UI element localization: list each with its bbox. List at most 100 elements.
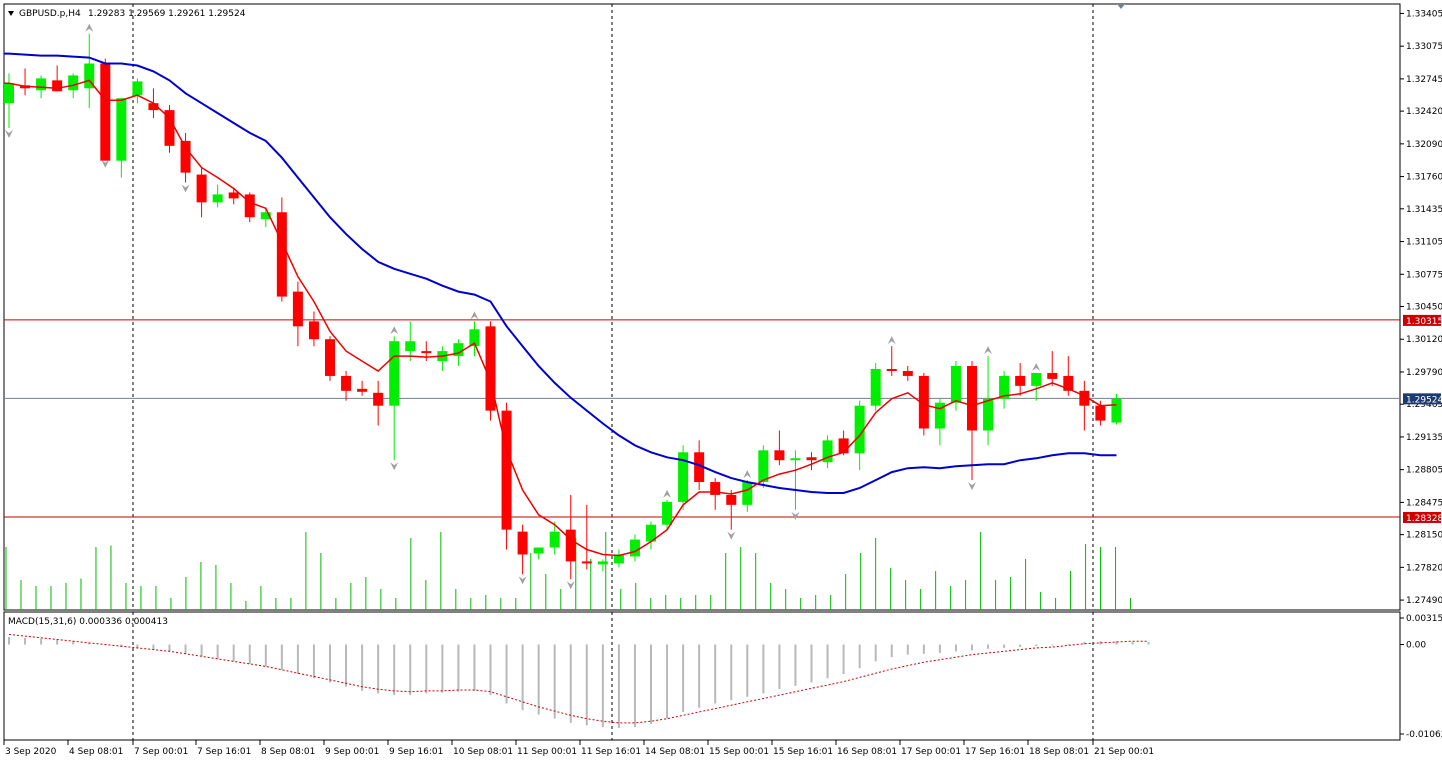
candle[interactable] [902,370,913,376]
candle[interactable] [405,341,416,352]
candle[interactable] [100,63,111,161]
candle[interactable] [822,440,833,463]
candle[interactable] [325,339,335,376]
candle[interactable] [52,80,63,92]
candle[interactable] [292,291,303,327]
candle[interactable] [710,482,721,495]
candle[interactable] [36,78,47,91]
candle[interactable] [790,458,801,461]
fractal-down-icon [791,511,800,520]
candle[interactable] [1079,390,1090,406]
candle[interactable] [389,341,400,406]
macd-panel[interactable]: MACD(15,31,6) 0.000336 0.000413 0.003150… [3,611,1442,741]
chevron-down-icon[interactable] [8,11,14,16]
period-separators [132,4,1094,610]
candle[interactable] [694,452,705,483]
price-axis: 1.33405 1.33075 1.32745 1.32420 1.32090 1.317… [1400,9,1442,606]
candle[interactable] [469,329,480,347]
candle[interactable] [613,554,624,564]
candle[interactable] [999,375,1010,399]
candle[interactable] [983,398,994,431]
candle[interactable] [726,494,737,505]
candle[interactable] [662,501,673,525]
candle[interactable] [276,212,287,297]
candle[interactable] [357,388,368,392]
candle[interactable] [132,81,143,96]
ma-slow-line [4,52,1117,494]
candle[interactable] [967,366,977,431]
level-badge-label: 1.30315 [1406,317,1442,327]
price-tick-label: 1.31435 [1406,205,1442,215]
candle[interactable] [950,366,961,403]
candle[interactable] [678,452,689,502]
price-panel[interactable]: 1.33405 1.33075 1.32745 1.32420 1.32090 1.317… [3,3,1442,611]
time-tick-label: 17 Sep 16:01 [965,747,1025,757]
candle[interactable] [4,83,14,104]
candle[interactable] [1047,372,1058,379]
fractal-up-icon [743,470,752,479]
candle[interactable] [244,194,255,218]
candle[interactable] [870,368,881,406]
candle[interactable] [1095,405,1106,421]
candle[interactable] [918,375,929,429]
horizontal-levels[interactable] [4,319,1400,518]
candle[interactable] [774,450,785,461]
candle[interactable] [1111,398,1122,423]
price-tick-label: 1.30120 [1406,335,1442,345]
candle[interactable] [934,402,945,429]
time-tick-label: 10 Sep 08:01 [453,747,513,757]
candle[interactable] [565,529,576,562]
price-tick-label: 1.30450 [1406,303,1442,313]
candle[interactable] [1031,372,1042,386]
candle[interactable] [260,212,271,220]
candle[interactable] [164,110,175,146]
candle[interactable] [517,531,528,555]
candle[interactable] [308,321,319,340]
candle[interactable] [68,75,79,91]
time-tick-label: 9 Sep 16:01 [389,747,443,757]
candle[interactable] [228,192,239,199]
level-badge-label: 1.28328 [1406,514,1442,524]
time-tick-label: 11 Sep 00:01 [517,747,577,757]
candle[interactable] [116,98,127,161]
candle[interactable] [1015,375,1026,386]
fractal-down-icon [5,129,13,138]
candle[interactable] [742,482,753,505]
candle[interactable] [421,351,432,354]
candle[interactable] [758,450,769,483]
candle[interactable] [854,405,865,454]
candle[interactable] [646,524,656,542]
candle[interactable] [373,392,384,406]
candle[interactable] [453,343,464,357]
candle[interactable] [1063,375,1074,391]
candle[interactable] [148,103,159,111]
candle[interactable] [180,140,191,173]
price-tick-label: 1.28150 [1406,531,1442,541]
shift-marker-icon[interactable] [1117,4,1125,9]
price-tick-label: 1.27820 [1406,563,1442,573]
candle[interactable] [341,375,352,391]
time-tick-label: 16 Sep 08:01 [837,747,897,757]
fractal-down-icon [101,159,110,168]
candle[interactable] [581,561,592,564]
candle[interactable] [838,438,849,454]
candle[interactable] [84,63,95,89]
level-badge [1403,511,1441,523]
macd-histogram [8,636,1150,728]
candle[interactable] [196,174,207,203]
candle[interactable] [501,410,512,530]
fractal-up-icon [887,336,896,345]
price-tick-label: 1.28475 [1406,498,1442,508]
time-tick-label: 15 Sep 16:01 [773,747,833,757]
candle[interactable] [549,531,560,548]
fractal-up-icon [984,346,993,355]
candle[interactable] [597,561,608,565]
price-tick-label: 1.33075 [1406,42,1442,52]
candle[interactable] [212,194,223,203]
candle[interactable] [806,457,817,461]
candle[interactable] [485,326,496,411]
candle[interactable] [629,539,640,557]
candle[interactable] [886,368,897,371]
candle[interactable] [533,547,544,554]
